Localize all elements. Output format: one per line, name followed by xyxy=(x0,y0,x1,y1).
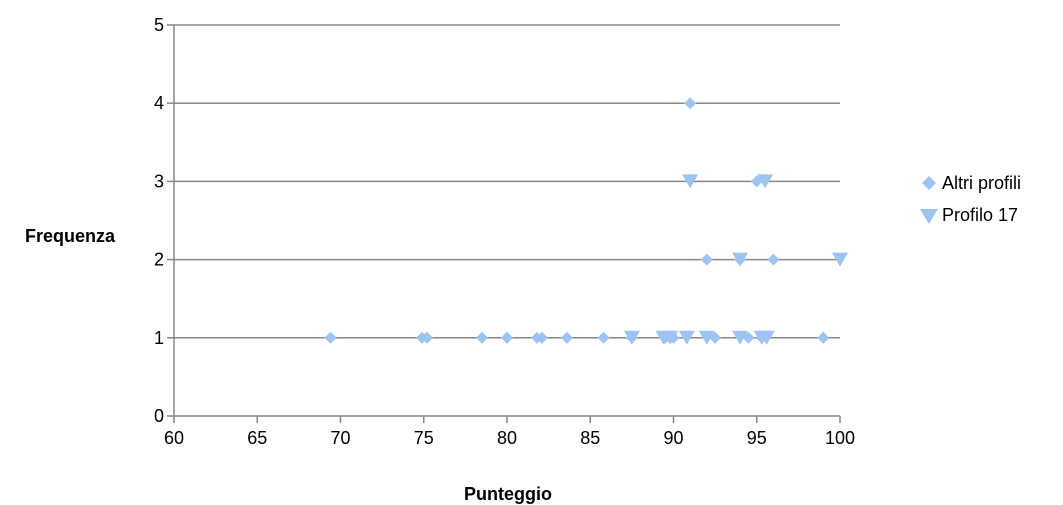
y-tick-label: 2 xyxy=(154,250,164,270)
x-tick-label: 70 xyxy=(330,428,350,448)
data-point-diamond xyxy=(767,253,780,266)
data-point-triangle xyxy=(662,330,679,345)
x-tick-label: 100 xyxy=(825,428,855,448)
y-tick-label: 5 xyxy=(154,15,164,35)
y-tick-label: 4 xyxy=(154,93,164,113)
data-point-triangle xyxy=(623,330,640,345)
data-point-triangle xyxy=(678,330,695,345)
legend-diamond-marker xyxy=(922,176,936,190)
data-point-triangle xyxy=(758,330,775,345)
data-point-triangle xyxy=(757,174,774,189)
y-tick-labels: 0 1 2 3 4 5 xyxy=(154,15,164,426)
data-point-diamond xyxy=(476,331,489,344)
data-point-diamond xyxy=(597,331,610,344)
data-point-diamond xyxy=(535,331,548,344)
x-axis-title: Punteggio xyxy=(464,484,552,504)
data-point-triangle xyxy=(832,252,848,267)
x-tick-label: 85 xyxy=(580,428,600,448)
x-tick-label: 60 xyxy=(164,428,184,448)
x-tick-labels: 60 65 70 75 80 85 90 95 100 xyxy=(164,428,855,448)
y-tick-label: 1 xyxy=(154,328,164,348)
data-point-diamond xyxy=(684,97,697,110)
x-tick-label: 95 xyxy=(747,428,767,448)
legend-label-altri-profili: Altri profili xyxy=(942,173,1021,193)
data-point-diamond xyxy=(700,253,713,266)
y-tick-label: 3 xyxy=(154,171,164,191)
data-points xyxy=(324,97,848,345)
data-point-diamond xyxy=(421,331,434,344)
data-point-triangle xyxy=(732,252,749,267)
legend-triangle-marker xyxy=(920,209,938,224)
x-tick-label: 80 xyxy=(497,428,517,448)
x-tick-label: 90 xyxy=(663,428,683,448)
x-tick-label: 65 xyxy=(247,428,267,448)
y-axis-title: Frequenza xyxy=(25,226,116,246)
legend: Altri profili Profilo 17 xyxy=(920,173,1021,225)
data-point-diamond xyxy=(501,331,513,344)
data-point-diamond xyxy=(560,331,573,344)
data-point-diamond xyxy=(817,331,830,344)
data-point-diamond xyxy=(324,331,337,344)
x-tick-label: 75 xyxy=(414,428,434,448)
data-point-triangle xyxy=(732,330,749,345)
data-point-triangle xyxy=(682,174,699,189)
grid-lines xyxy=(174,24,840,339)
axes xyxy=(167,24,841,423)
y-tick-label: 0 xyxy=(154,406,164,426)
data-point-triangle xyxy=(698,330,715,345)
legend-label-profilo-17: Profilo 17 xyxy=(942,205,1018,225)
